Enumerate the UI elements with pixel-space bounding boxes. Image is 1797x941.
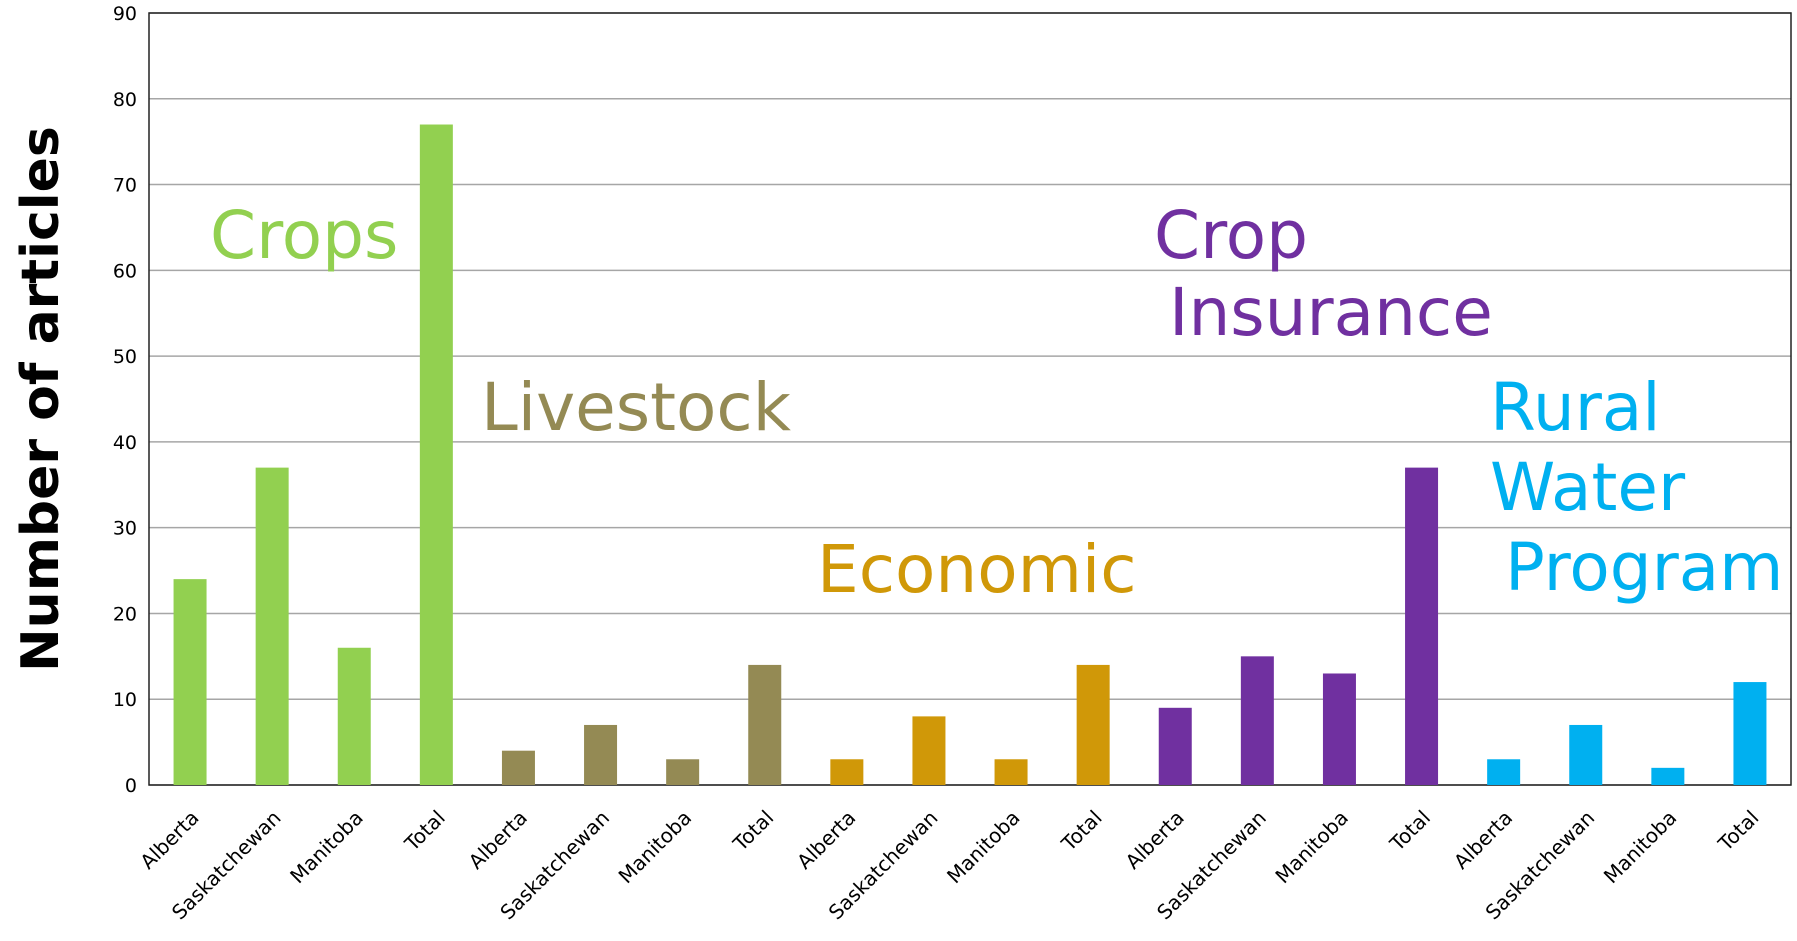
x-tick-label: Manitoba — [1599, 806, 1682, 889]
bar — [1651, 767, 1685, 785]
group-label: Crops — [210, 197, 398, 274]
x-tick-label: Total — [728, 806, 779, 857]
y-tick-label: 0 — [125, 775, 137, 797]
y-tick-label: 80 — [113, 89, 137, 111]
bar — [1569, 724, 1603, 785]
x-tick-label: Alberta — [1121, 806, 1189, 874]
bar — [830, 759, 864, 785]
bar — [419, 124, 453, 785]
bar — [1733, 682, 1767, 785]
bar — [584, 724, 618, 785]
x-tick-label: Total — [1713, 806, 1764, 857]
x-tick-label: Alberta — [135, 806, 203, 874]
bar — [994, 759, 1028, 785]
y-tick-label: 10 — [113, 689, 137, 711]
group-label: Rural — [1490, 369, 1661, 446]
bar — [1158, 707, 1192, 785]
x-tick-label: Total — [1384, 806, 1435, 857]
bar — [666, 759, 700, 785]
bar — [1487, 759, 1521, 785]
bar — [1240, 656, 1274, 785]
y-tick-label: 90 — [113, 3, 137, 25]
y-tick-label: 60 — [113, 260, 137, 282]
x-tick-label: Manitoba — [285, 806, 368, 889]
group-label: Crop — [1154, 197, 1308, 274]
group-label: Livestock — [481, 369, 792, 446]
x-tick-label: Total — [399, 806, 450, 857]
y-tick-label: 70 — [113, 175, 137, 197]
y-tick-label: 40 — [113, 432, 137, 454]
bar — [748, 664, 782, 785]
group-label: Program — [1505, 529, 1783, 606]
bar — [501, 750, 535, 785]
bar — [1405, 467, 1439, 785]
group-label: Insurance — [1169, 274, 1493, 351]
x-tick-label: Alberta — [1449, 806, 1517, 874]
bar — [912, 716, 946, 785]
bar — [1076, 664, 1110, 785]
y-tick-label: 50 — [113, 346, 137, 368]
bar — [173, 579, 207, 785]
x-tick-label: Alberta — [792, 806, 860, 874]
y-tick-label: 30 — [113, 518, 137, 540]
bar — [255, 467, 289, 785]
group-label: Economic — [817, 531, 1137, 608]
plot-frame — [148, 12, 1792, 786]
x-tick-label: Manitoba — [942, 806, 1025, 889]
bar — [337, 647, 371, 785]
x-tick-label: Total — [1056, 806, 1107, 857]
x-tick-label: Alberta — [464, 806, 532, 874]
bar — [1322, 673, 1356, 785]
group-label: Water — [1490, 449, 1686, 526]
y-tick-label: 20 — [113, 603, 137, 625]
x-tick-label: Manitoba — [1270, 806, 1353, 889]
x-tick-label: Manitoba — [614, 806, 697, 889]
y-axis-label: Number of articles — [11, 126, 71, 672]
